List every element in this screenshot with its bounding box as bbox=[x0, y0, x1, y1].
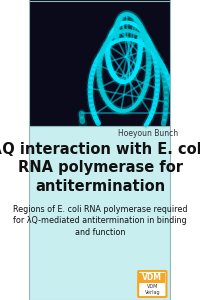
FancyBboxPatch shape bbox=[138, 271, 166, 297]
Bar bbox=[139, 273, 165, 283]
Bar bbox=[29, 0, 171, 126]
Text: λQ interaction with E. coli
RNA polymerase for
antitermination: λQ interaction with E. coli RNA polymera… bbox=[0, 142, 200, 194]
Text: VDM: VDM bbox=[142, 273, 162, 282]
Text: Hoeyoun Bunch: Hoeyoun Bunch bbox=[118, 130, 178, 139]
Text: VDM
Verlag: VDM Verlag bbox=[144, 284, 160, 295]
Bar bbox=[29, 126, 171, 300]
Text: Regions of E. coli RNA polymerase required
for λQ-mediated antitermination in bi: Regions of E. coli RNA polymerase requir… bbox=[13, 205, 187, 237]
